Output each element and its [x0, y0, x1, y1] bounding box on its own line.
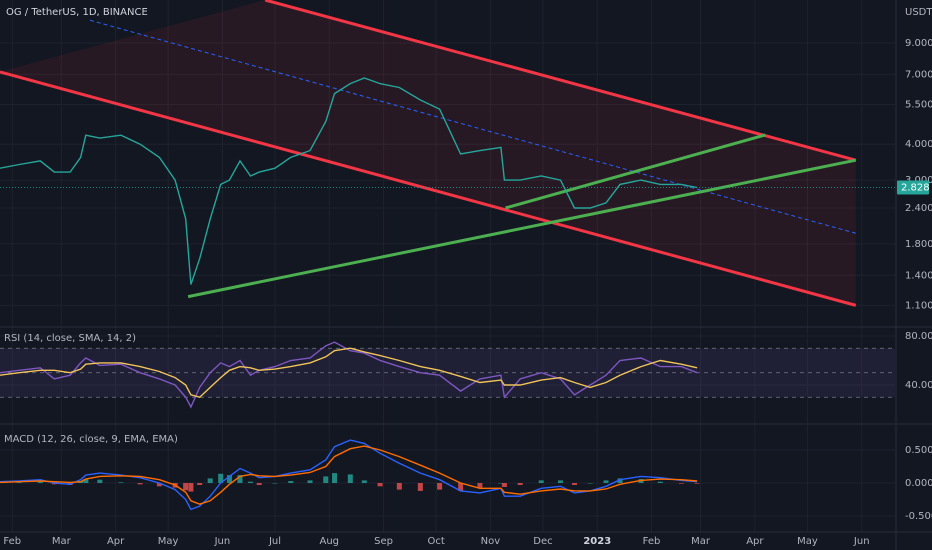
histogram-bar [226, 475, 232, 484]
histogram-bar [694, 483, 700, 484]
trend-line [264, 0, 857, 162]
x-tick-label: Apr [746, 536, 764, 547]
x-tick-label: Jun [853, 536, 870, 547]
x-tick-label: Sep [374, 536, 393, 547]
series-line [0, 445, 698, 505]
y-tick-label: 4.000 [905, 139, 932, 150]
x-tick-label: Oct [427, 536, 444, 547]
channel-fill [0, 0, 856, 306]
series-line [0, 439, 698, 511]
x-tick-label: May [797, 536, 818, 547]
histogram-bar [501, 483, 507, 487]
y-tick-label: 1.100 [905, 300, 932, 311]
histogram-bar [272, 483, 278, 484]
histogram-bar [361, 480, 367, 484]
x-tick-label: Apr [107, 536, 125, 547]
histogram-bar [288, 481, 294, 484]
x-tick-label: Dec [533, 536, 552, 547]
histogram-bar [347, 474, 353, 484]
grid [0, 0, 895, 532]
histogram-bar [332, 473, 338, 484]
series-line [0, 347, 698, 398]
plot [0, 0, 895, 511]
histogram-bar [437, 483, 443, 490]
histogram-bar [156, 483, 162, 487]
histogram-bar [37, 481, 43, 484]
histogram-bar [571, 483, 577, 485]
histogram-bar [237, 475, 243, 484]
histogram-bar [137, 483, 143, 485]
histogram-bar [188, 483, 194, 492]
trend-line [187, 158, 857, 299]
y-tick-label: 9.000 [905, 38, 932, 49]
histogram-bar [517, 483, 523, 485]
trend-line [0, 70, 857, 307]
series-line [0, 341, 698, 409]
histogram-bar [118, 482, 124, 484]
chart-title: OG / TetherUS, 1D, BINANCE [6, 7, 148, 18]
x-tick-label: Jul [268, 536, 281, 547]
y-tick-label: 1.400 [905, 270, 932, 281]
y-tick-label: 2.400 [905, 203, 932, 214]
x-tick-label: Mar [691, 536, 711, 547]
y-tick-label: 0.500 [905, 445, 932, 456]
y-tick-label: 80.00 [905, 331, 932, 342]
histogram-bar [197, 483, 203, 485]
histogram-bar [16, 482, 22, 484]
x-tick-label: 2023 [583, 536, 611, 547]
y-tick-label: -0.500 [905, 511, 932, 522]
histogram-bar [587, 483, 593, 484]
histogram-bar [617, 478, 623, 484]
histogram-bar [498, 483, 504, 484]
histogram-bar [183, 483, 189, 491]
histogram-bar [557, 480, 563, 484]
histogram-bar [477, 483, 483, 488]
last-price-label: 2.828 [901, 183, 930, 194]
y-tick-label: 5.500 [905, 99, 932, 110]
x-tick-label: Jun [214, 536, 231, 547]
series-line [0, 77, 698, 285]
x-tick-label: Mar [52, 536, 72, 547]
x-tick-label: Nov [481, 536, 501, 547]
axis-unit: USDT [905, 7, 932, 18]
histogram-bar [396, 483, 402, 490]
histogram-bar [377, 483, 383, 487]
x-tick-label: Feb [3, 536, 21, 547]
histogram-bar [538, 480, 544, 484]
y-tick-label: 0.000 [905, 478, 932, 489]
histogram-bar [657, 481, 663, 484]
pane-title: MACD (12, 26, close, 9, EMA, EMA) [4, 434, 178, 445]
histogram-bar [83, 479, 89, 484]
histogram-bar [678, 483, 684, 484]
histogram-bar [247, 481, 253, 484]
trend-line [505, 133, 766, 210]
y-tick-label: 7.000 [905, 69, 932, 80]
x-tick-label: Feb [643, 536, 661, 547]
histogram-bar [97, 479, 103, 484]
histogram-bar [218, 473, 224, 484]
histogram-bar [256, 483, 262, 485]
pane-title: RSI (14, close, SMA, 14, 2) [4, 333, 136, 344]
histogram-bar [307, 480, 313, 484]
y-tick-label: 40.00 [905, 380, 932, 391]
x-tick-label: May [158, 536, 179, 547]
histogram-bar [207, 478, 213, 484]
histogram-bar [603, 480, 609, 484]
histogram-bar [417, 483, 423, 491]
last-price-box [897, 180, 929, 195]
histogram-bar [458, 483, 464, 491]
x-tick-label: Aug [320, 536, 340, 547]
y-tick-label: 1.800 [905, 239, 932, 250]
histogram-bar [323, 476, 329, 484]
